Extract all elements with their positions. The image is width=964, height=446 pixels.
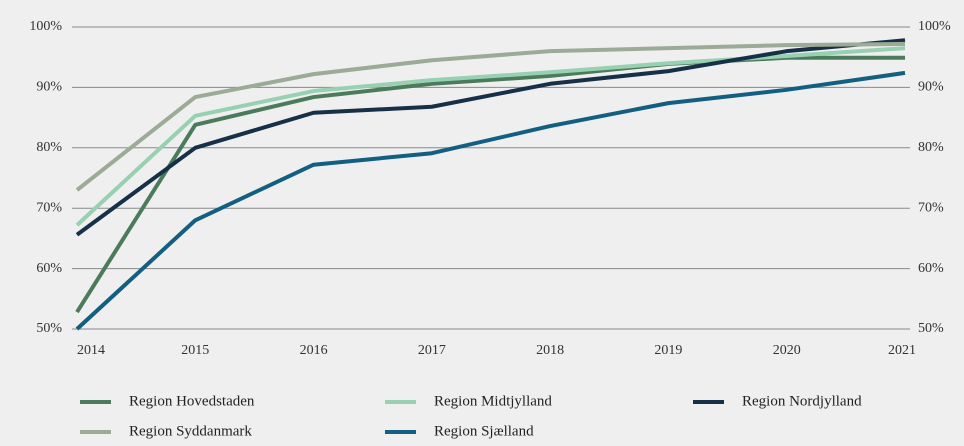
x-tick-label: 2020 <box>773 343 801 358</box>
x-tick-label: 2018 <box>536 343 564 358</box>
legend-label: Region Hovedstaden <box>129 393 255 409</box>
legend-label: Region Syddanmark <box>129 423 252 439</box>
y-tick-label: 50% <box>36 321 62 336</box>
x-tick-label: 2017 <box>418 343 446 358</box>
y-tick-label: 80% <box>36 140 62 155</box>
legend: Region Hovedstaden Region Midtjylland Regi… <box>80 393 862 439</box>
series-line <box>75 46 906 227</box>
series-line <box>75 70 906 331</box>
legend-label: Region Midtjylland <box>434 393 552 409</box>
x-tick-label: 2016 <box>300 343 328 358</box>
x-tick-label: 2019 <box>654 343 682 358</box>
x-tick-label: 2021 <box>888 343 916 358</box>
y2-tick-label: 100% <box>918 19 951 34</box>
legend-label: Region Nordjylland <box>742 393 862 409</box>
y2-tick-label: 70% <box>918 200 944 215</box>
series-line <box>75 41 906 192</box>
y-tick-label: 60% <box>36 261 62 276</box>
legend-label: Region Sjælland <box>434 423 534 439</box>
y2-tick-label: 80% <box>918 140 944 155</box>
y-tick-label: 70% <box>36 200 62 215</box>
y2-tick-label: 60% <box>918 261 944 276</box>
x-tick-label: 2015 <box>181 343 209 358</box>
y-tick-label: 100% <box>29 19 62 34</box>
y-tick-label: 90% <box>36 80 62 95</box>
x-tick-label: 2014 <box>77 343 105 358</box>
series-line <box>75 38 906 237</box>
y2-tick-label: 90% <box>918 80 944 95</box>
y2-tick-label: 50% <box>918 321 944 336</box>
